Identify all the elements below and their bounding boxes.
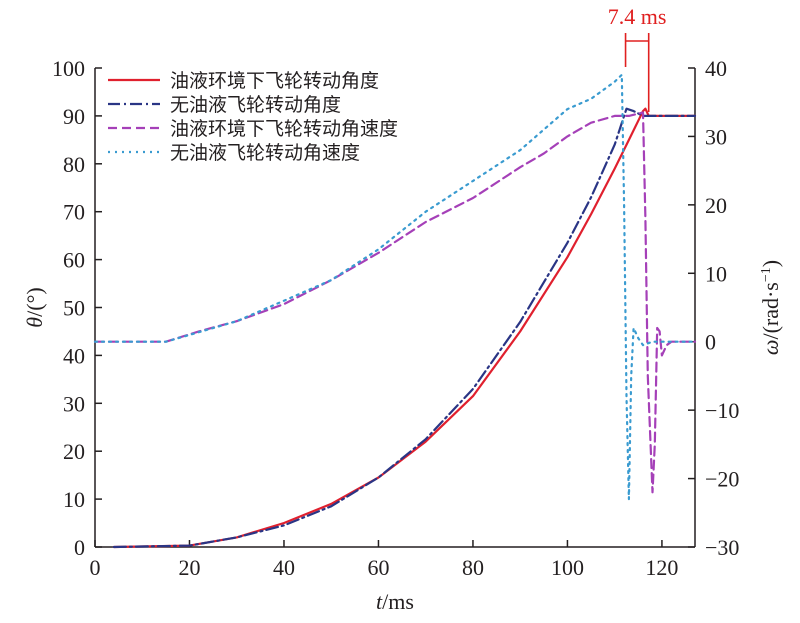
x-tick-label: 60 [367, 555, 389, 580]
y-right-axis-title-unit: /(rad·s [758, 282, 783, 339]
y-left-tick-label: 10 [63, 487, 85, 512]
axes: 0 20 40 60 80 100 1200102030405060708090100−30… [22, 56, 783, 614]
annotation-layer: 7.4 ms [608, 4, 667, 112]
y-left-tick-label: 0 [74, 535, 85, 560]
x-tick-label: 100 [551, 555, 584, 580]
series-layer [93, 73, 697, 549]
y-right-tick-label: 30 [705, 124, 727, 149]
x-tick-label: 120 [645, 555, 678, 580]
y-right-tick-label: −30 [705, 535, 739, 560]
legend-label-2: 无油液飞轮转动角度 [170, 94, 341, 116]
annotation-label: 7.4 ms [608, 4, 667, 29]
legend: 油液环境下飞轮转动角度无油液飞轮转动角度油液环境下飞轮转动角速度无油液飞轮转动角… [108, 70, 398, 164]
series-line-2 [112, 107, 697, 549]
y-right-tick-label: −20 [705, 467, 739, 492]
series-line-1 [112, 107, 697, 549]
y-left-axis-title-var: θ [22, 317, 47, 328]
y-right-axis-title-close: ) [758, 260, 783, 267]
y-left-axis-title-unit: /(°) [22, 287, 47, 317]
y-left-tick-label: 20 [63, 439, 85, 464]
y-right-axis-title-var: ω [758, 340, 783, 356]
y-left-tick-label: 30 [63, 391, 85, 416]
legend-label-1: 油液环境下飞轮转动角度 [170, 70, 379, 92]
x-axis-title-var: t [376, 589, 383, 614]
y-left-tick-label: 40 [63, 343, 85, 368]
y-right-axis-title: ω/(rad·s−1) [758, 260, 783, 355]
legend-label-3: 油液环境下飞轮转动角速度 [170, 118, 398, 140]
y-right-tick-label: 0 [705, 330, 716, 355]
x-tick-label: 80 [462, 555, 484, 580]
y-left-tick-label: 100 [52, 56, 85, 81]
y-right-axis-title-sup: −1 [759, 267, 774, 282]
series-line-3 [93, 111, 697, 494]
y-right-tick-label: −10 [705, 398, 739, 423]
x-axis-title: t/ms [376, 589, 414, 614]
y-right-tick-label: 10 [705, 261, 727, 286]
y-left-tick-label: 60 [63, 248, 85, 273]
y-left-axis-title: θ/(°) [22, 287, 47, 327]
y-right-tick-label: 40 [705, 56, 727, 81]
y-left-tick-label: 80 [63, 152, 85, 177]
x-tick-label: 20 [178, 555, 200, 580]
x-tick-label: 40 [273, 555, 295, 580]
y-left-tick-label: 90 [63, 104, 85, 129]
x-tick-label: 0 [90, 555, 101, 580]
series-line-4 [93, 73, 697, 501]
legend-label-4: 无油液飞轮转动角速度 [170, 142, 360, 164]
x-axis-title-unit: /ms [382, 589, 414, 614]
y-right-tick-label: 20 [705, 193, 727, 218]
y-left-tick-label: 50 [63, 296, 85, 321]
y-left-tick-label: 70 [63, 200, 85, 225]
